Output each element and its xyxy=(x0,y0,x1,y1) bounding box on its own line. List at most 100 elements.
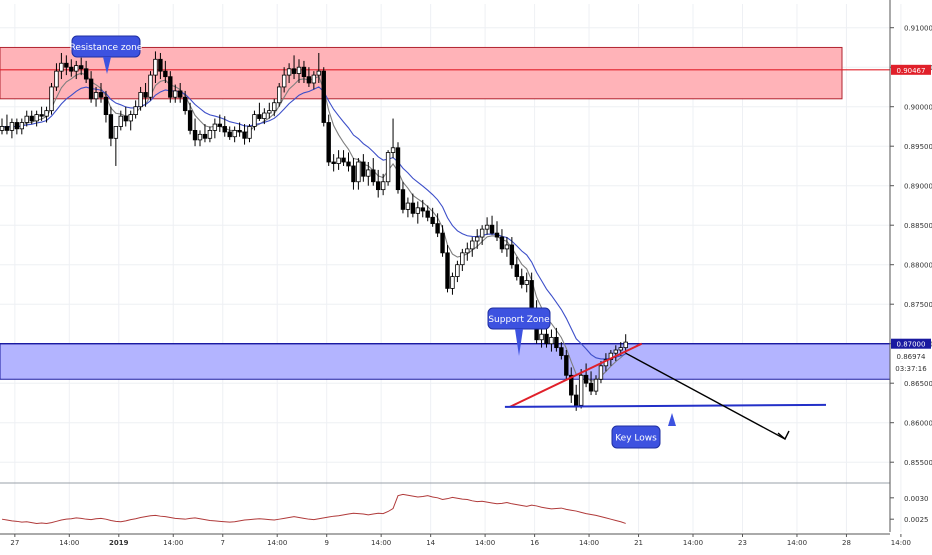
candle-body xyxy=(326,122,331,163)
candle-body xyxy=(39,114,44,117)
candle xyxy=(465,242,470,261)
candle xyxy=(445,244,450,293)
time-tick-label: 9 xyxy=(324,539,328,547)
candle xyxy=(227,126,232,140)
candle-body xyxy=(49,86,54,112)
candle-body xyxy=(148,74,153,98)
candle xyxy=(301,60,307,83)
candle-body xyxy=(173,90,178,98)
candle-body xyxy=(430,216,435,225)
candle-body xyxy=(163,70,168,78)
candle-body xyxy=(549,336,554,345)
candle-body xyxy=(267,110,272,114)
candle xyxy=(415,201,420,224)
candle xyxy=(276,83,282,107)
candle-body xyxy=(440,232,445,254)
candle xyxy=(9,118,15,139)
candle-body xyxy=(613,349,618,354)
candle-body xyxy=(375,181,381,191)
candle-body xyxy=(44,110,49,117)
candle xyxy=(554,327,559,352)
candle xyxy=(222,116,227,137)
candle-body xyxy=(341,157,346,163)
candle xyxy=(64,55,69,76)
candle xyxy=(455,260,460,283)
candle xyxy=(380,173,386,196)
support-callout-text: Support Zone xyxy=(488,315,550,325)
candle xyxy=(613,345,618,362)
candle xyxy=(331,154,336,172)
candle-body xyxy=(321,70,326,123)
support-price-tag: 0.87000 xyxy=(891,338,931,349)
candle-body xyxy=(74,65,79,72)
down-arrow-shaft xyxy=(625,352,786,440)
candle xyxy=(564,350,569,380)
candle-body xyxy=(593,378,599,392)
key-lows-callout-pointer xyxy=(668,413,676,426)
candle-body xyxy=(227,131,232,138)
candle-body xyxy=(252,114,257,127)
candle xyxy=(143,83,148,107)
candle xyxy=(425,205,430,222)
candle-body xyxy=(168,76,173,98)
time-tick-label: 16 xyxy=(530,539,539,547)
candle-body xyxy=(272,102,277,112)
candle xyxy=(450,272,455,295)
candle xyxy=(108,106,114,147)
key-lows-callout: Key Lows xyxy=(611,413,676,449)
price-tick-label: 0.86500 xyxy=(904,380,932,388)
candle xyxy=(98,83,104,103)
candle-body xyxy=(598,365,604,380)
candle-body xyxy=(410,202,416,214)
candle-body xyxy=(118,115,123,127)
candle-body xyxy=(0,126,5,131)
down-arrow-head xyxy=(777,430,790,441)
candle-body xyxy=(316,70,321,76)
candle xyxy=(296,59,302,83)
candle xyxy=(192,118,198,147)
candle-body xyxy=(351,165,356,183)
candle-body xyxy=(257,114,262,119)
candle xyxy=(93,86,99,107)
support-callout: Support Zone xyxy=(487,307,551,356)
time-tick-label: 14:00 xyxy=(891,539,911,547)
candle xyxy=(49,83,54,115)
countdown-tag-bg xyxy=(891,362,931,373)
candle-body xyxy=(479,228,485,238)
candle xyxy=(588,371,594,396)
last-price-tag-text: 0.86974 xyxy=(897,353,926,361)
candle-body xyxy=(158,58,163,72)
time-tick-label: 28 xyxy=(842,539,851,547)
candle xyxy=(286,63,292,83)
candle-body xyxy=(222,126,227,133)
candle xyxy=(326,114,331,166)
candle-body xyxy=(197,133,203,141)
candle-body xyxy=(356,161,361,183)
resistance-callout-pointer xyxy=(103,57,111,74)
candle-body xyxy=(425,210,430,218)
candle-body xyxy=(14,122,20,130)
price-tick-label: 0.90000 xyxy=(904,104,932,112)
osc-tick-label: 0.0030 xyxy=(904,495,929,503)
candle-body xyxy=(539,333,544,341)
resistance-callout-text: Resistance zone xyxy=(70,43,143,53)
candle xyxy=(163,60,168,83)
price-tick-label: 0.87500 xyxy=(904,301,932,309)
candle xyxy=(410,193,416,218)
candle-body xyxy=(133,106,138,115)
candle xyxy=(212,118,218,139)
last-price-tag: 0.86974 xyxy=(891,350,931,361)
candle-body xyxy=(489,224,495,234)
candle xyxy=(173,84,178,103)
candle-body xyxy=(519,276,524,285)
candle xyxy=(168,71,173,103)
callouts: Resistance zone Support Zone Key Lows xyxy=(70,35,676,449)
candle xyxy=(103,90,109,123)
candle-body xyxy=(504,244,510,250)
price-tick-label: 0.89000 xyxy=(904,183,932,191)
osc-tick-label: 0.0025 xyxy=(904,516,929,524)
candle-body xyxy=(202,133,208,139)
candle-body xyxy=(544,333,549,345)
candle xyxy=(366,162,371,186)
resistance-callout: Resistance zone xyxy=(70,35,143,74)
